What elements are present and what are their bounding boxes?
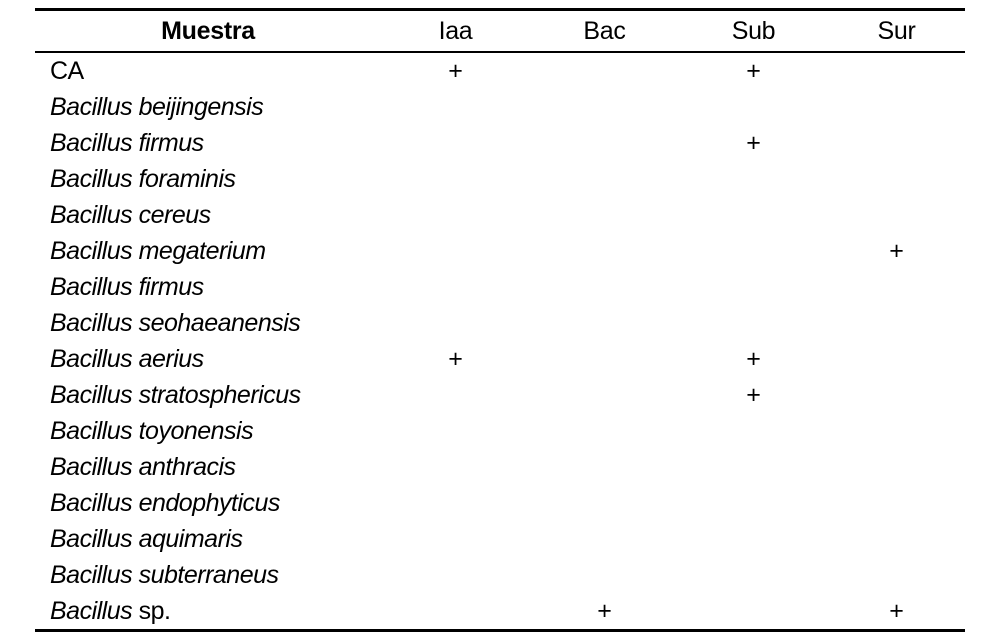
table-row: Bacillus stratosphericus + — [35, 377, 965, 413]
species-name-italic: Bacillus aerius — [50, 344, 204, 373]
table-row: Bacillus anthracis — [35, 449, 965, 485]
cell-muestra: Bacillus beijingensis — [35, 93, 381, 122]
results-table: Muestra Iaa Bac Sub Sur CA + + Bacillus … — [35, 8, 965, 632]
species-name-italic: Bacillus seohaeanensis — [50, 308, 301, 337]
species-name-italic: Bacillus aquimaris — [50, 524, 243, 553]
cell-sub: + — [746, 128, 761, 157]
table-row: Bacillus sp. + + — [35, 593, 965, 629]
species-name-italic: Bacillus anthracis — [50, 452, 236, 481]
column-header-iaa: Iaa — [438, 16, 473, 45]
species-name-italic: Bacillus endophyticus — [50, 488, 280, 517]
cell-muestra: CA — [35, 57, 381, 86]
cell-muestra: Bacillus foraminis — [35, 165, 381, 194]
species-name-italic: Bacillus stratosphericus — [50, 380, 301, 409]
species-name-italic: Bacillus foraminis — [50, 164, 236, 193]
species-name-italic: Bacillus megaterium — [50, 236, 266, 265]
cell-sub: + — [746, 56, 761, 85]
species-name-italic: Bacillus beijingensis — [50, 92, 264, 121]
table-row: Bacillus subterraneus — [35, 557, 965, 593]
cell-muestra: Bacillus subterraneus — [35, 561, 381, 590]
cell-bac: + — [597, 596, 612, 625]
species-name-italic: Bacillus cereus — [50, 200, 211, 229]
cell-muestra: Bacillus aquimaris — [35, 525, 381, 554]
cell-iaa: + — [448, 344, 463, 373]
species-name-roman: CA — [50, 56, 84, 85]
cell-muestra: Bacillus anthracis — [35, 453, 381, 482]
column-header-sur: Sur — [877, 16, 916, 45]
column-header-bac: Bac — [583, 16, 626, 45]
cell-muestra: Bacillus aerius — [35, 345, 381, 374]
cell-muestra: Bacillus toyonensis — [35, 417, 381, 446]
table-row: Bacillus seohaeanensis — [35, 305, 965, 341]
column-header-sub: Sub — [731, 16, 776, 45]
cell-sur: + — [889, 596, 904, 625]
cell-iaa: + — [448, 56, 463, 85]
table-row: CA + + — [35, 53, 965, 89]
species-name-italic: Bacillus firmus — [50, 128, 204, 157]
table-row: Bacillus aerius + + — [35, 341, 965, 377]
cell-muestra: Bacillus megaterium — [35, 237, 381, 266]
cell-sub: + — [746, 344, 761, 373]
species-name-italic: Bacillus firmus — [50, 272, 204, 301]
cell-muestra: Bacillus firmus — [35, 273, 381, 302]
species-name-italic: Bacillus — [50, 596, 133, 625]
table-row: Bacillus toyonensis — [35, 413, 965, 449]
cell-muestra: Bacillus sp. — [35, 597, 381, 626]
species-name-italic: Bacillus toyonensis — [50, 416, 254, 445]
table-row: Bacillus aquimaris — [35, 521, 965, 557]
cell-muestra: Bacillus seohaeanensis — [35, 309, 381, 338]
cell-muestra: Bacillus endophyticus — [35, 489, 381, 518]
table-row: Bacillus firmus — [35, 269, 965, 305]
species-name-italic: Bacillus subterraneus — [50, 560, 279, 589]
species-name-roman: sp. — [132, 596, 171, 625]
table-row: Bacillus firmus + — [35, 125, 965, 161]
cell-sur: + — [889, 236, 904, 265]
cell-muestra: Bacillus stratosphericus — [35, 381, 381, 410]
cell-sub: + — [746, 380, 761, 409]
column-header-muestra: Muestra — [161, 16, 255, 45]
cell-muestra: Bacillus firmus — [35, 129, 381, 158]
table-body: CA + + Bacillus beijingensis Bacillus fi… — [35, 53, 965, 629]
cell-muestra: Bacillus cereus — [35, 201, 381, 230]
table-row: Bacillus endophyticus — [35, 485, 965, 521]
table-row: Bacillus beijingensis — [35, 89, 965, 125]
table-row: Bacillus megaterium + — [35, 233, 965, 269]
table-header-row: Muestra Iaa Bac Sub Sur — [35, 11, 965, 53]
table-row: Bacillus foraminis — [35, 161, 965, 197]
table-row: Bacillus cereus — [35, 197, 965, 233]
